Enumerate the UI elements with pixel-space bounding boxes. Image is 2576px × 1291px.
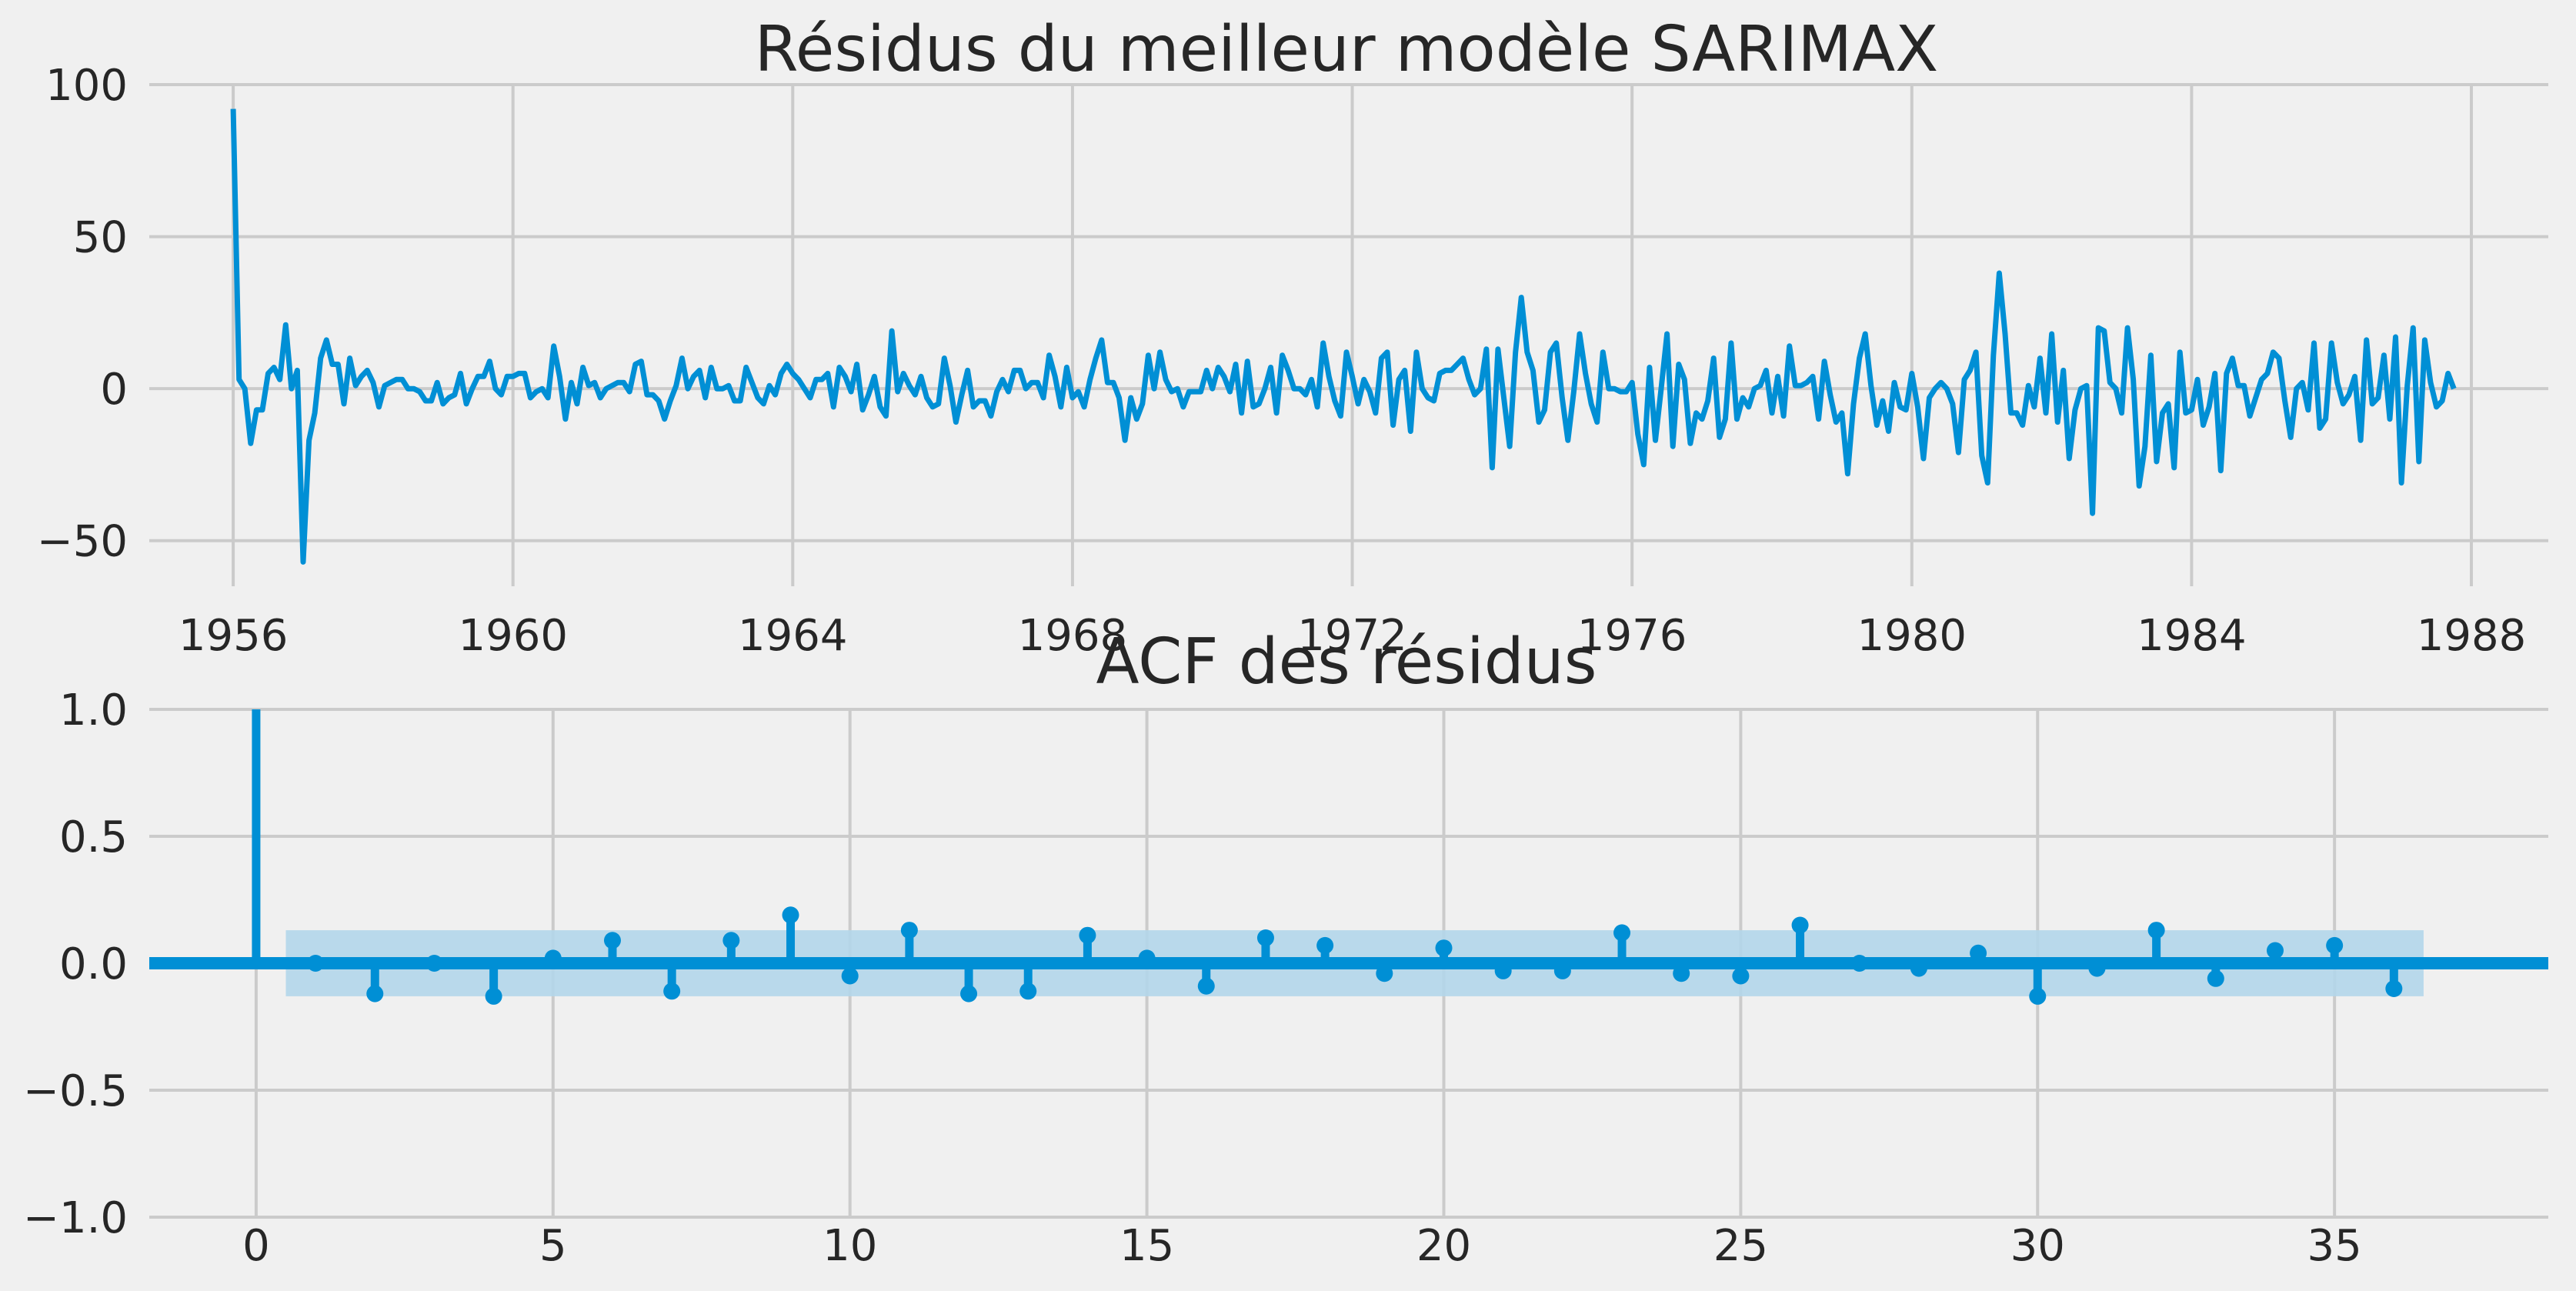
acf-x-tick-label: 5 xyxy=(539,1221,567,1271)
residuals-x-tick-labels: 1956 1960 1964 1968 1972 1976 1980 1984 1988 xyxy=(179,611,2526,661)
acf-marker xyxy=(900,922,918,939)
acf-marker xyxy=(1256,929,1274,946)
acf-marker xyxy=(1197,977,1215,995)
acf-subplot: 1.0 0.5 0.0 −0.5 −1.0 0 5 10 15 20 25 30 35 ACF des… xyxy=(23,625,2548,1271)
acf-y-tick-labels: 1.0 0.5 0.0 −0.5 −1.0 xyxy=(23,686,128,1243)
residuals-y-tick-label: −50 xyxy=(37,517,128,567)
acf-y-tick-label: 0.5 xyxy=(59,812,128,862)
acf-marker xyxy=(2385,980,2403,997)
residuals-chart-title: Résidus du meilleur modèle SARIMAX xyxy=(755,13,1939,86)
residuals-x-tick-label: 1972 xyxy=(1297,611,1407,661)
acf-marker xyxy=(1435,939,1453,957)
acf-marker xyxy=(1019,982,1037,1000)
acf-marker xyxy=(1791,916,1809,934)
acf-marker xyxy=(603,932,621,949)
acf-marker xyxy=(722,932,740,949)
residuals-x-tick-label: 1968 xyxy=(1018,611,1128,661)
acf-x-tick-label: 0 xyxy=(242,1221,270,1271)
residuals-y-tick-label: 0 xyxy=(100,365,128,415)
acf-x-tick-label: 15 xyxy=(1119,1221,1174,1271)
residuals-x-tick-label: 1984 xyxy=(2137,611,2247,661)
acf-x-tick-label: 20 xyxy=(1416,1221,1471,1271)
acf-y-tick-label: −1.0 xyxy=(23,1193,128,1243)
acf-x-tick-label: 10 xyxy=(823,1221,877,1271)
residuals-x-tick-label: 1964 xyxy=(738,611,848,661)
acf-y-tick-label: 1.0 xyxy=(59,686,128,736)
residuals-y-tick-label: 100 xyxy=(45,61,128,111)
acf-marker xyxy=(2266,942,2284,959)
acf-marker xyxy=(841,967,859,985)
acf-x-tick-label: 25 xyxy=(1713,1221,1768,1271)
acf-marker xyxy=(1732,967,1750,985)
acf-marker xyxy=(2147,922,2165,939)
residuals-gridlines xyxy=(149,83,2548,586)
residuals-subplot: Résidus du meilleur modèle SARIMAX 100 50… xyxy=(37,13,2548,661)
acf-marker xyxy=(2326,936,2344,954)
acf-marker xyxy=(366,985,384,1002)
acf-marker xyxy=(782,906,799,924)
acf-marker xyxy=(485,987,502,1005)
acf-y-tick-label: −0.5 xyxy=(23,1066,128,1116)
acf-marker xyxy=(1079,926,1096,944)
residuals-x-tick-label: 1960 xyxy=(458,611,568,661)
residuals-series-line xyxy=(230,108,2457,565)
acf-marker xyxy=(663,982,681,1000)
acf-marker xyxy=(1316,936,1334,954)
residuals-y-tick-labels: 100 50 0 −50 xyxy=(37,61,128,567)
residuals-x-tick-label: 1956 xyxy=(179,611,289,661)
acf-marker xyxy=(2029,987,2047,1005)
acf-marker xyxy=(2207,969,2224,987)
residuals-x-tick-label: 1976 xyxy=(1577,611,1687,661)
acf-y-tick-label: 0.0 xyxy=(59,939,128,989)
residuals-x-tick-label: 1988 xyxy=(2417,611,2527,661)
acf-marker xyxy=(1613,924,1631,942)
residuals-y-tick-label: 50 xyxy=(73,213,128,263)
residuals-x-tick-label: 1980 xyxy=(1857,611,1967,661)
acf-x-tick-label: 35 xyxy=(2307,1221,2362,1271)
acf-chart-title: ACF des résidus xyxy=(1096,625,1597,699)
acf-marker xyxy=(960,985,978,1002)
acf-x-tick-label: 30 xyxy=(2010,1221,2065,1271)
acf-x-tick-labels: 0 5 10 15 20 25 30 35 xyxy=(242,1221,2362,1271)
